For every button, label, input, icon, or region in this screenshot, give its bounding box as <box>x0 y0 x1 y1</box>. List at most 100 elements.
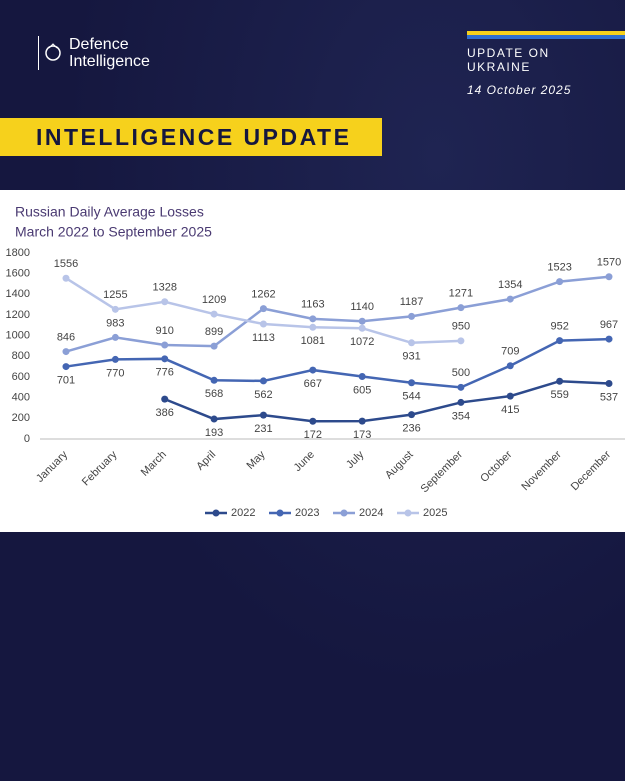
y-tick-label: 1600 <box>6 268 30 280</box>
chart-subtitle: March 2022 to September 2025 <box>15 224 212 240</box>
legend-label: 2024 <box>359 507 383 519</box>
y-tick-label: 0 <box>24 433 30 445</box>
data-label: 931 <box>402 351 420 363</box>
data-point <box>457 398 465 406</box>
data-label: 1523 <box>547 262 571 274</box>
data-point <box>161 395 169 403</box>
update-block: UPDATE ON UKRAINE 14 October 2025 <box>467 46 605 97</box>
data-label: 1556 <box>54 258 78 270</box>
data-label: 1113 <box>252 332 275 344</box>
data-label: 537 <box>600 391 618 403</box>
data-label: 500 <box>452 367 470 379</box>
data-point <box>358 317 366 325</box>
date: 14 October 2025 <box>467 83 572 97</box>
data-point <box>62 348 70 356</box>
legend-label: 2023 <box>295 507 319 519</box>
legend-marker <box>276 509 284 517</box>
legend-marker <box>340 509 348 517</box>
y-tick-label: 400 <box>12 392 30 404</box>
data-point <box>358 372 366 380</box>
y-tick-label: 1400 <box>6 288 30 300</box>
data-label: 1255 <box>103 289 127 301</box>
data-point <box>259 411 267 419</box>
data-label: 776 <box>156 367 174 379</box>
data-label: 173 <box>353 429 371 441</box>
data-point <box>259 305 267 313</box>
data-point <box>210 342 218 350</box>
data-point <box>259 320 267 328</box>
data-point <box>358 417 366 425</box>
legend-marker <box>404 509 412 517</box>
crest-icon <box>38 36 61 70</box>
data-point <box>457 304 465 312</box>
data-point <box>259 377 267 385</box>
data-point <box>408 312 416 320</box>
data-label: 236 <box>402 423 420 435</box>
data-label: 952 <box>550 321 568 333</box>
data-point <box>457 383 465 391</box>
data-label: 1140 <box>350 301 374 313</box>
series-line <box>65 337 610 389</box>
data-point <box>556 337 564 345</box>
data-label: 846 <box>57 331 75 343</box>
data-point <box>62 274 70 282</box>
data-point <box>309 315 317 323</box>
data-point <box>62 363 70 371</box>
x-tick-label: July <box>344 448 367 471</box>
data-label: 1209 <box>202 294 226 306</box>
data-label: 1328 <box>152 282 176 294</box>
data-point <box>309 417 317 425</box>
data-label: 709 <box>501 346 519 358</box>
y-tick-label: 800 <box>12 350 30 362</box>
data-label: 983 <box>106 317 124 329</box>
data-point <box>210 415 218 423</box>
data-point <box>161 298 169 306</box>
banner: INTELLIGENCE UPDATE <box>0 118 382 156</box>
x-tick-label: November <box>519 448 564 493</box>
data-label: 1354 <box>498 279 522 291</box>
data-point <box>309 366 317 374</box>
data-label: 701 <box>57 374 75 386</box>
data-point <box>111 305 119 313</box>
y-tick-label: 1200 <box>6 309 30 321</box>
data-point <box>309 323 317 331</box>
data-point <box>605 273 613 281</box>
data-point <box>358 324 366 332</box>
x-tick-label: January <box>34 448 71 485</box>
data-label: 193 <box>205 427 223 439</box>
chart-title: Russian Daily Average Losses <box>15 204 204 220</box>
data-label: 1187 <box>400 296 424 308</box>
data-label: 667 <box>304 378 322 390</box>
y-tick-label: 1000 <box>6 330 30 342</box>
x-tick-label: May <box>244 448 268 472</box>
data-point <box>161 341 169 349</box>
data-point <box>210 310 218 318</box>
x-tick-label: September <box>419 448 466 495</box>
data-point <box>506 295 514 303</box>
data-label: 950 <box>452 321 470 333</box>
x-tick-label: June <box>292 449 317 474</box>
data-label: 544 <box>402 391 420 403</box>
data-point <box>506 362 514 370</box>
flag-stripe <box>467 35 625 39</box>
series-line <box>164 379 610 423</box>
data-point <box>408 379 416 387</box>
data-label: 899 <box>205 326 223 338</box>
data-point <box>111 333 119 341</box>
legend-label: 2025 <box>423 507 447 519</box>
data-label: 568 <box>205 388 223 400</box>
org-name: Defence Intelligence <box>69 36 150 70</box>
data-label: 1163 <box>301 299 325 311</box>
data-label: 1271 <box>449 288 473 300</box>
data-point <box>210 376 218 384</box>
data-label: 559 <box>550 389 568 401</box>
x-tick-label: October <box>478 448 514 484</box>
data-point <box>457 337 465 345</box>
data-point <box>408 339 416 347</box>
data-label: 562 <box>254 389 272 401</box>
data-label: 1262 <box>251 288 275 300</box>
x-tick-label: April <box>194 449 218 473</box>
data-point <box>605 335 613 343</box>
legend-marker <box>212 509 220 517</box>
